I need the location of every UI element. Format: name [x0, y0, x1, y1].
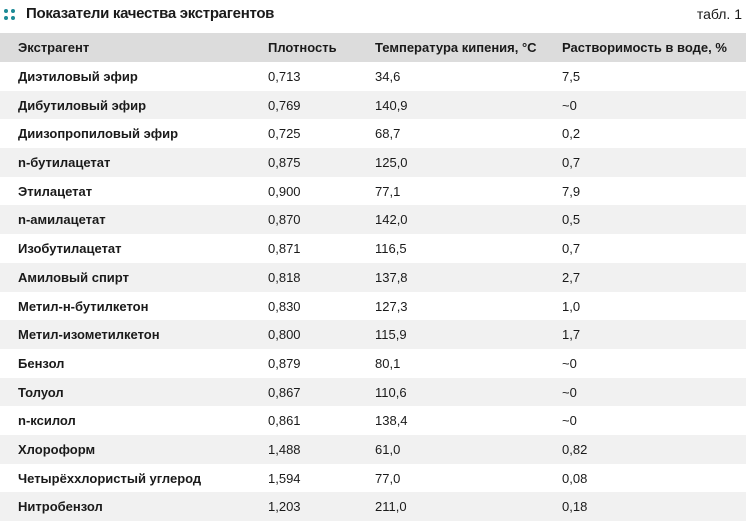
cell: 0,830 [268, 298, 301, 314]
cell: 0,769 [268, 97, 301, 113]
cell: ~0 [562, 413, 577, 429]
title: Показатели качества экстрагентов [26, 5, 275, 22]
cell: 0,867 [268, 384, 301, 400]
icon [4, 9, 16, 21]
cell: 0,7 [562, 241, 581, 257]
table-row: Дибутиловый эфир 0,769 140,9 ~0 [0, 90, 746, 120]
cell: 80,1 [375, 355, 401, 371]
cell: 1,594 [268, 470, 301, 486]
cell: 137,8 [375, 269, 408, 285]
cell: 0,7 [562, 155, 581, 171]
row-label: Метил-изометилкетон [18, 327, 160, 343]
cell: 0,861 [268, 413, 301, 429]
table-row: Изобутилацетат 0,871 116,5 0,7 [0, 234, 746, 263]
cell: 7,5 [562, 69, 581, 84]
cell: 0,870 [268, 212, 301, 228]
cell: 138,4 [375, 413, 408, 429]
row-label: Нитробензол [18, 499, 103, 515]
cell: 110,6 [375, 384, 407, 400]
row-label: Этилацетат [18, 183, 93, 199]
row-label: Метил-н-бутилкетон [18, 298, 149, 314]
cell: 0,871 [268, 241, 301, 257]
cell: 1,488 [268, 441, 301, 457]
cell: 7,9 [562, 183, 581, 199]
table-row: n-бутилацетат 0,875 125,0 0,7 [0, 148, 746, 177]
cell: 0,725 [268, 126, 301, 142]
row-label: Хлороформ [18, 441, 96, 457]
table-row: Метил-н-бутилкетон 0,830 127,3 1,0 [0, 292, 746, 321]
column-header: Температура кипения, °С [375, 40, 537, 55]
cell: 0,900 [268, 183, 301, 199]
cell: 0,800 [268, 327, 301, 343]
cell: 77,0 [375, 470, 401, 486]
cell: 0,875 [268, 155, 301, 171]
table-row: Нитробензол 1,203 211,0 0,18 [0, 492, 746, 521]
row-label: Толуол [18, 384, 64, 400]
table-row: Хлороформ 1,488 61,0 0,82 [0, 434, 746, 464]
cell: 1,0 [562, 298, 581, 314]
row-label: Бензол [18, 355, 65, 371]
column-header: Плотность [268, 40, 337, 55]
table-label: табл. 1 [696, 6, 742, 22]
row-label: Четырёххлористый углерод [18, 470, 202, 486]
cell: 34,6 [375, 69, 401, 84]
table: Экстрагент Плотность Температура кипения, … [0, 33, 746, 521]
row-label: n-ксилол [18, 413, 76, 429]
cell: 116,5 [375, 241, 407, 257]
table-row: Бензол 0,879 80,1 ~0 [0, 349, 746, 378]
row-label: Амиловый спирт [18, 269, 129, 285]
cell: 115,9 [375, 327, 407, 343]
table-row: Диэтиловый эфир 0,713 34,6 7,5 [0, 62, 746, 91]
cell: 127,3 [375, 298, 408, 314]
cell: 140,9 [375, 97, 408, 113]
table-row: n-амилацетат 0,870 142,0 0,5 [0, 205, 746, 235]
cell: 0,2 [562, 126, 581, 142]
cell: 142,0 [375, 212, 408, 228]
table-row: n-ксилол 0,861 138,4 ~0 [0, 406, 746, 435]
header-row: Экстрагент Плотность Температура кипения, … [0, 33, 746, 62]
cell: 61,0 [375, 441, 401, 457]
row-label: n-бутилацетат [18, 155, 111, 171]
table-row: Диизопропиловый эфир 0,725 68,7 0,2 [0, 119, 746, 148]
cell: 0,879 [268, 355, 301, 371]
table-row: Четырёххлористый углерод 1,594 77,0 0,08 [0, 464, 746, 493]
table-row: Метил-изометилкетон 0,800 115,9 1,7 [0, 320, 746, 349]
table-row: Амиловый спирт 0,818 137,8 2,7 [0, 262, 746, 292]
row-label: Диэтиловый эфир [18, 69, 138, 84]
cell: 0,5 [562, 212, 581, 228]
cell: 0,08 [562, 470, 588, 486]
column-header: Растворимость в воде, % [562, 40, 727, 55]
cell: 0,818 [268, 269, 301, 285]
cell: 125,0 [375, 155, 408, 171]
table-row: Этилацетат 0,900 77,1 7,9 [0, 177, 746, 206]
row-label: Дибутиловый эфир [18, 97, 147, 113]
cell: 0,82 [562, 441, 588, 457]
cell: ~0 [562, 384, 577, 400]
cell: 211,0 [375, 499, 407, 515]
cell: ~0 [562, 355, 577, 371]
header: Показатели качества экстрагентов табл. 1 [0, 0, 746, 30]
row-label: n-амилацетат [18, 212, 106, 228]
cell: 2,7 [562, 269, 581, 285]
cell: ~0 [562, 97, 577, 113]
cell: 1,203 [268, 499, 301, 515]
cell: 1,7 [562, 327, 581, 343]
cell: 77,1 [375, 183, 401, 199]
column-header: Экстрагент [18, 40, 90, 55]
cell: 0,713 [268, 69, 301, 84]
row-label: Изобутилацетат [18, 241, 122, 257]
cell: 68,7 [375, 126, 401, 142]
cell: 0,18 [562, 499, 588, 515]
table-row: Толуол 0,867 110,6 ~0 [0, 377, 746, 407]
row-label: Диизопропиловый эфир [18, 126, 179, 142]
